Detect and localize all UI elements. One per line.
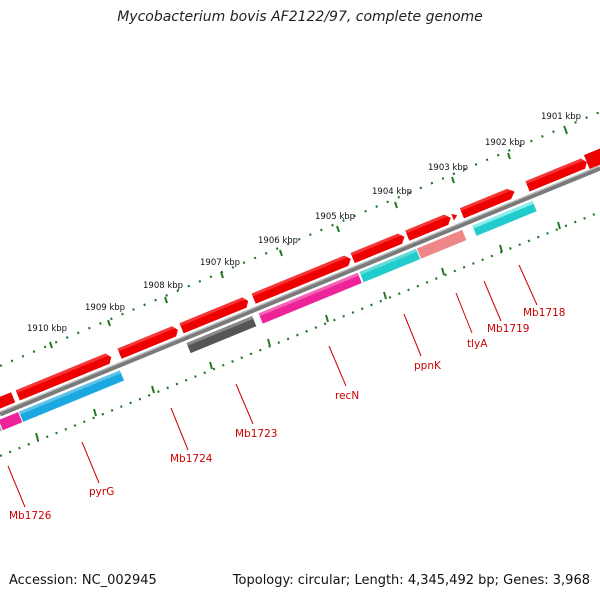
cds-reverse-pyrg[interactable] [19, 370, 125, 422]
cds-reverse-mb1726[interactable] [0, 412, 23, 431]
kbp-label-1901: 1901 kbp [541, 112, 581, 122]
gene-label-mb1719[interactable]: Mb1719 [487, 323, 529, 335]
major-tick [49, 341, 53, 349]
genes-value: 3,968 [552, 573, 590, 588]
gene-label-ppnk[interactable]: ppnK [414, 360, 442, 372]
inner-tick [93, 408, 97, 417]
scale-labels: 1901 kbp 1902 kbp 1903 kbp 1904 kbp 1905… [27, 112, 581, 334]
map-title: Mycobacterium bovis AF2122/97, complete … [117, 9, 483, 25]
major-tick [107, 319, 111, 327]
genome-backbone [0, 165, 600, 417]
cds-forward[interactable] [117, 325, 179, 359]
cds-forward[interactable] [251, 254, 353, 304]
major-tick [507, 152, 511, 160]
cds-forward[interactable] [405, 213, 453, 241]
leader-lines [7, 264, 538, 508]
cds-reverse-highlight [472, 201, 534, 229]
kbp-label-1906: 1906 kbp [258, 236, 298, 246]
cds-forward[interactable] [525, 157, 588, 192]
gene-label-mb1724[interactable]: Mb1724 [170, 453, 213, 465]
cds-forward[interactable] [179, 296, 250, 334]
major-tick [564, 127, 568, 135]
cds-forward[interactable] [0, 392, 16, 414]
forward-highlight [15, 158, 584, 394]
gene-label-pyrg[interactable]: pyrG [89, 486, 114, 498]
outer-scale [0, 110, 600, 368]
gene-label-mb1726[interactable]: Mb1726 [9, 510, 52, 522]
genome-stats: Topology: circular; Length: 4,345,492 bp… [232, 573, 590, 588]
accession-label: Accession: [9, 573, 78, 588]
major-tick [220, 271, 224, 279]
cds-forward[interactable] [459, 187, 517, 219]
cds-reverse-recn[interactable] [258, 272, 362, 324]
length-value: 4,345,492 bp [407, 573, 495, 588]
gene-label-mb1718[interactable]: Mb1718 [523, 307, 565, 319]
major-tick [279, 249, 283, 257]
inner-tick [557, 221, 561, 230]
inner-tick [441, 267, 445, 276]
gene-labels: Mb1718 Mb1719 tlyA ppnK recN Mb1723 Mb17… [9, 307, 565, 522]
length-label: Length: [354, 573, 404, 588]
accession-value: NC_002945 [81, 573, 157, 588]
topology-label: Topology: [232, 573, 294, 588]
gene-label-recn[interactable]: recN [335, 390, 359, 402]
major-tick [451, 176, 455, 184]
inner-scale [0, 210, 600, 458]
cds-reverse-ppnk[interactable] [359, 248, 421, 283]
inner-tick [267, 338, 271, 347]
inner-tick [35, 432, 39, 441]
cds-forward[interactable] [350, 232, 407, 264]
topology-value: circular [297, 573, 346, 588]
kbp-label-1909: 1909 kbp [85, 303, 125, 313]
cds-forward[interactable] [583, 147, 600, 170]
kbp-label-1908: 1908 kbp [143, 281, 183, 291]
major-tick [336, 225, 340, 233]
cds-forward[interactable] [15, 352, 114, 401]
gene-label-mb1723[interactable]: Mb1723 [235, 428, 277, 440]
reverse-highlight [19, 248, 418, 415]
kbp-label-1902: 1902 kbp [485, 138, 525, 148]
inner-tick [383, 291, 387, 300]
reverse-strand [0, 201, 537, 436]
inner-tick [499, 244, 503, 253]
accession-info: Accession: NC_002945 [9, 573, 157, 588]
kbp-label-1903: 1903 kbp [428, 163, 468, 173]
cds-reverse-mb1723[interactable] [186, 316, 257, 354]
cds-reverse-tlya[interactable] [416, 229, 467, 259]
kbp-label-1905: 1905 kbp [315, 212, 355, 222]
gene-label-tlya[interactable]: tlyA [467, 338, 488, 350]
cds-forward[interactable] [451, 212, 458, 221]
genome-backbone-highlight [0, 165, 600, 413]
kbp-label-1910: 1910 kbp [27, 324, 67, 334]
major-tick [394, 201, 398, 209]
outer-scale-dots [0, 110, 600, 368]
inner-tick [151, 385, 155, 394]
inner-tick [325, 314, 329, 323]
forward-strand [0, 147, 600, 414]
genes-label: Genes: [503, 573, 549, 588]
inner-tick [209, 361, 213, 370]
major-tick [164, 296, 168, 304]
kbp-label-1904: 1904 kbp [372, 187, 412, 197]
cds-reverse-mb1718[interactable] [472, 201, 537, 236]
kbp-label-1907: 1907 kbp [200, 258, 240, 268]
